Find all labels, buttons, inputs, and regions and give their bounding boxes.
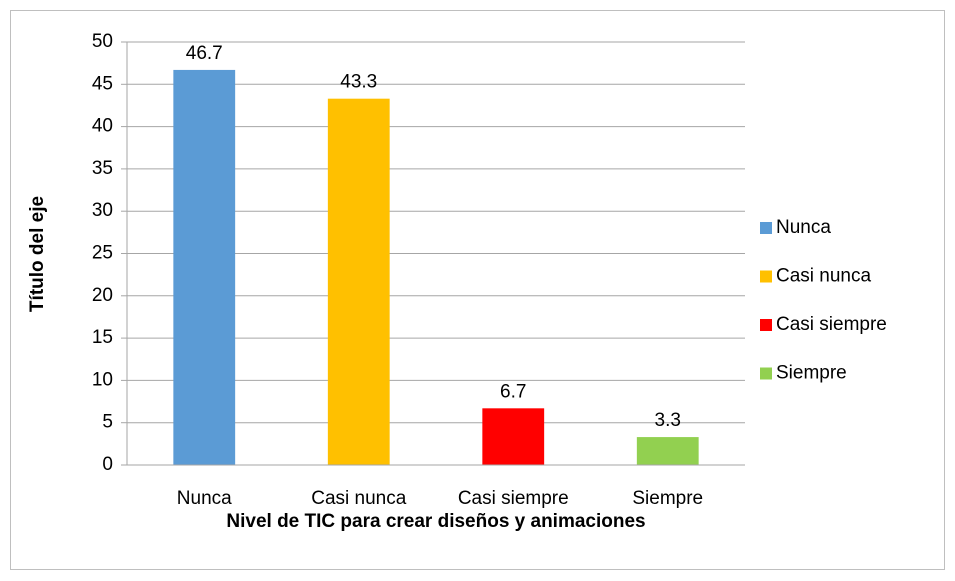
- value-label: 6.7: [500, 381, 526, 402]
- y-tick-label: 10: [92, 369, 113, 390]
- legend-swatch: [760, 319, 772, 331]
- bar: [482, 408, 545, 465]
- x-tick-label: Casi siempre: [458, 488, 569, 509]
- chart-border: [10, 10, 945, 570]
- bar: [636, 437, 699, 465]
- x-tick-label: Siempre: [632, 488, 703, 509]
- legend-swatch: [760, 367, 772, 380]
- y-tick-label: 20: [92, 285, 113, 306]
- value-label: 3.3: [655, 410, 681, 431]
- legend-label: Siempre: [776, 363, 847, 384]
- legend-label: Casi nunca: [776, 266, 871, 287]
- x-tick-label: Nunca: [177, 488, 232, 509]
- y-tick-label: 45: [92, 73, 113, 94]
- legend-swatch: [760, 222, 772, 234]
- value-label: 46.7: [186, 43, 223, 64]
- bar: [327, 98, 390, 465]
- x-tick-label: Casi nunca: [311, 488, 406, 509]
- y-tick-label: 5: [102, 412, 113, 433]
- legend-label: Casi siempre: [776, 314, 887, 335]
- value-label: 43.3: [340, 72, 377, 93]
- y-tick-label: 25: [92, 243, 113, 264]
- legend-swatch: [760, 270, 772, 283]
- y-tick-label: 30: [92, 200, 113, 221]
- y-axis-title: Título del eje: [27, 196, 48, 312]
- legend-label: Nunca: [776, 217, 831, 238]
- y-tick-label: 50: [92, 31, 113, 52]
- x-axis-title: Nivel de TIC para crear diseños y animac…: [226, 511, 645, 532]
- y-tick-label: 0: [102, 454, 113, 475]
- y-tick-label: 40: [92, 116, 113, 137]
- y-tick-label: 35: [92, 158, 113, 179]
- y-tick-label: 15: [92, 327, 113, 348]
- bar: [173, 69, 236, 465]
